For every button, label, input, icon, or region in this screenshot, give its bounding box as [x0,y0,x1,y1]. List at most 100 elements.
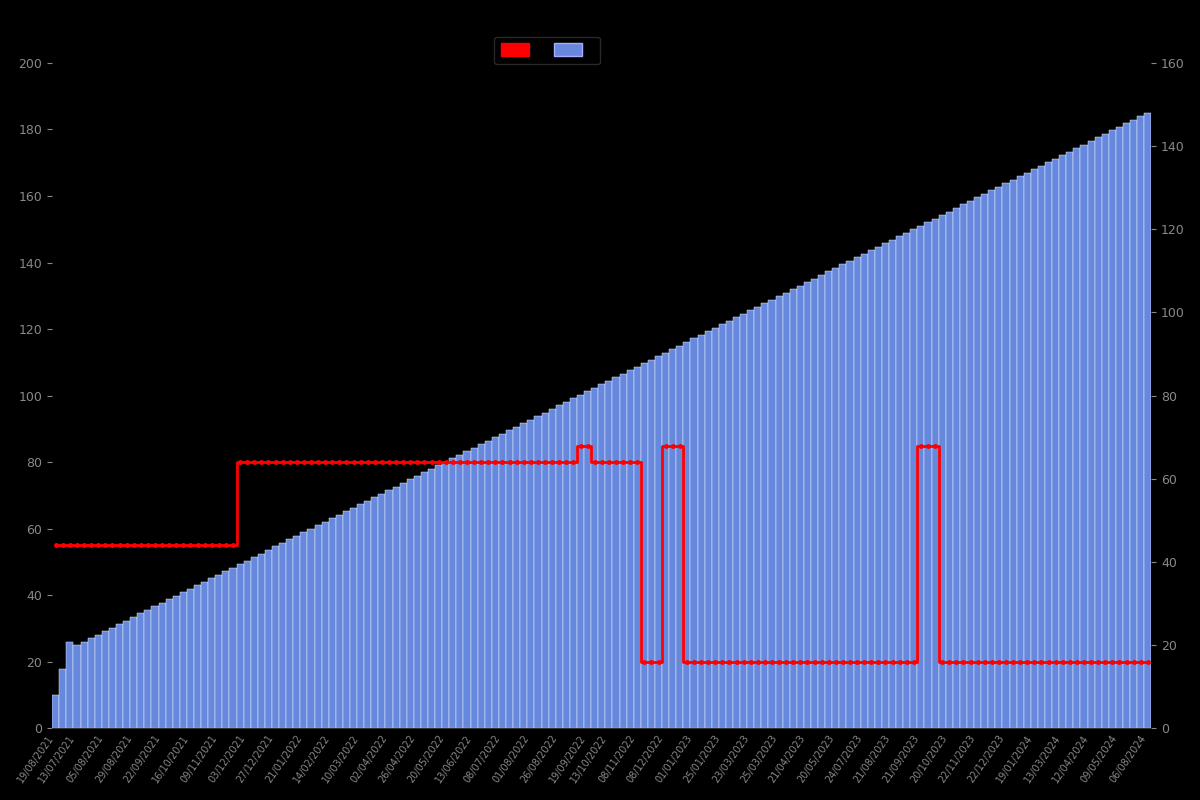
Bar [556,406,563,729]
Bar [790,289,797,729]
Bar [761,303,768,729]
Bar [300,532,307,729]
Bar [343,511,350,729]
Bar [967,201,974,729]
Bar [904,233,911,729]
Bar [59,669,66,729]
Bar [989,190,995,729]
Bar [52,695,59,729]
Bar [244,561,251,729]
Bar [811,278,818,729]
Bar [521,423,527,729]
Bar [400,483,407,729]
Bar [605,381,612,729]
Bar [641,363,648,729]
Bar [782,293,790,729]
Bar [350,508,358,729]
Bar [655,356,662,729]
Bar [265,550,272,729]
Bar [130,617,137,729]
Bar [846,261,853,729]
Bar [407,479,414,729]
Bar [719,324,726,729]
Bar [527,419,534,729]
Bar [329,518,336,729]
Bar [1024,173,1031,729]
Bar [456,455,463,729]
Bar [995,187,1002,729]
Bar [889,240,896,729]
Bar [1094,138,1102,729]
Bar [158,603,166,729]
Bar [470,448,478,729]
Bar [144,610,151,729]
Bar [740,314,748,729]
Bar [286,539,293,729]
Bar [124,621,130,729]
Bar [683,342,690,729]
Bar [478,444,485,729]
Bar [137,614,144,729]
Bar [1087,141,1094,729]
Bar [1109,130,1116,729]
Bar [1080,145,1087,729]
Bar [272,546,280,729]
Bar [116,624,124,729]
Bar [173,596,180,729]
Bar [733,318,740,729]
Bar [443,462,449,729]
Bar [485,441,492,729]
Bar [514,426,521,729]
Bar [584,391,592,729]
Bar [194,586,202,729]
Bar [95,634,102,729]
Bar [385,490,392,729]
Bar [88,638,95,729]
Bar [1052,158,1060,729]
Bar [541,413,548,729]
Bar [534,416,541,729]
Bar [371,497,378,729]
Bar [293,536,300,729]
Bar [428,469,436,729]
Bar [1102,134,1109,729]
Bar [648,360,655,729]
Bar [839,265,846,729]
Bar [421,473,428,729]
Bar [853,258,860,729]
Bar [1123,123,1130,729]
Bar [634,366,641,729]
Bar [726,321,733,729]
Bar [202,582,208,729]
Bar [931,218,938,729]
Bar [775,296,782,729]
Bar [563,402,570,729]
Bar [109,628,116,729]
Bar [414,476,421,729]
Bar [1138,116,1145,729]
Bar [215,574,222,729]
Bar [619,374,626,729]
Bar [1060,155,1067,729]
Bar [924,222,931,729]
Bar [180,592,187,729]
Bar [875,246,882,729]
Bar [938,215,946,729]
Bar [599,384,605,729]
Bar [436,466,443,729]
Bar [166,599,173,729]
Bar [697,335,704,729]
Bar [378,494,385,729]
Bar [463,451,470,729]
Bar [80,642,88,729]
Bar [911,229,917,729]
Bar [662,353,670,729]
Bar [251,557,258,729]
Bar [833,268,839,729]
Bar [1045,162,1052,729]
Bar [748,310,755,729]
Bar [102,631,109,729]
Bar [768,300,775,729]
Bar [1009,180,1016,729]
Bar [208,578,215,729]
